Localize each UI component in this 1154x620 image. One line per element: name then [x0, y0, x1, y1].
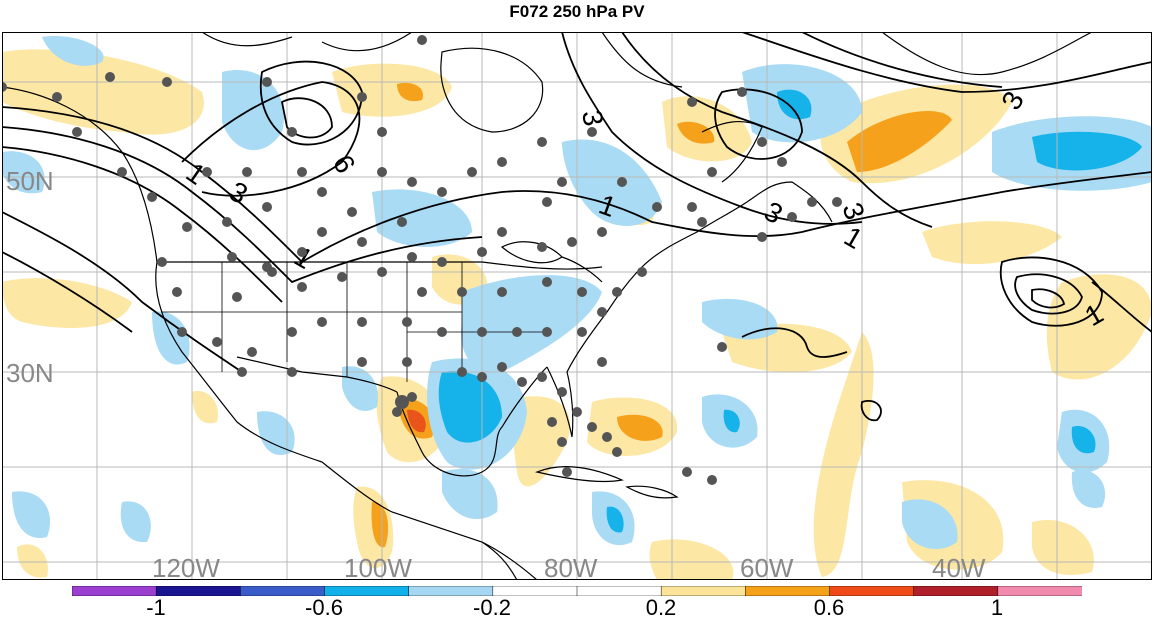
colorbar-segment — [155, 586, 242, 596]
great-lakes — [500, 241, 603, 283]
gulf-of-mexico-coast — [396, 366, 548, 477]
neg-anomaly-region — [372, 189, 472, 247]
pv-map: 1 1 1 1 1 3 3 3 3 3 6 — [2, 32, 1152, 580]
neg-anomaly-region — [152, 311, 190, 365]
lon-label: 60W — [740, 553, 794, 580]
hudson-bay — [440, 47, 544, 133]
colorbar-segment — [913, 586, 999, 596]
pos-anomaly-region — [407, 409, 426, 433]
neg-anomaly-region — [1032, 131, 1142, 171]
pv-contour — [259, 60, 363, 146]
pv-contour — [999, 256, 1103, 327]
pv-contour — [621, 32, 933, 228]
colorbar-tick-label: 0.2 — [645, 595, 677, 620]
pv-contour — [1031, 288, 1066, 309]
pv-contour — [2, 251, 133, 333]
pos-anomaly-region — [847, 111, 952, 172]
neg-anomaly-region — [702, 298, 778, 340]
contour-label: 3 — [759, 195, 788, 230]
neg-anomaly-region — [1071, 470, 1106, 508]
colorbar-segment — [997, 586, 1082, 596]
neg-anomaly-region — [606, 506, 624, 533]
neg-anomaly-region — [222, 70, 284, 151]
neg-anomaly-region — [1071, 426, 1096, 454]
pv-contour — [714, 88, 803, 160]
pv-contour — [2, 126, 483, 284]
lon-label: 40W — [932, 553, 986, 580]
pos-anomaly-region — [649, 539, 734, 580]
pv-contour — [741, 327, 848, 358]
pos-anomaly-region — [513, 396, 570, 487]
north-america-west-coast — [2, 86, 538, 580]
us-canada-border — [157, 261, 603, 270]
colorbar-segment — [72, 586, 157, 596]
pv-contours — [2, 32, 1152, 422]
pos-anomaly-region — [922, 221, 1062, 265]
neg-anomaly-region — [438, 371, 502, 443]
neg-anomaly-region — [120, 501, 151, 543]
colorbar — [72, 586, 1082, 596]
contour-label: 3 — [576, 108, 609, 129]
neg-anomaly-region — [461, 275, 602, 373]
hispaniola — [625, 485, 679, 499]
pos-anomaly-region — [17, 544, 48, 578]
pv-contour — [860, 400, 882, 422]
lon-label: 80W — [544, 553, 598, 580]
lat-label: 30N — [6, 358, 54, 388]
neg-anomaly-region — [442, 468, 498, 520]
colorbar-labels: -1 -0.6 -0.2 0.2 0.6 1 — [0, 596, 1154, 619]
pv-contour — [741, 32, 1152, 93]
pv-contour — [801, 32, 1003, 88]
neg-anomaly-region — [723, 409, 740, 433]
lat-label: 50N — [6, 166, 54, 196]
contour-label: 1 — [839, 220, 868, 255]
pv-contour — [561, 32, 863, 225]
neg-anomaly-region — [42, 36, 104, 66]
neg-anomaly-region — [777, 89, 812, 120]
contour-label: 1 — [289, 240, 318, 275]
pos-anomaly-region — [813, 332, 874, 577]
pos-anomaly-region — [2, 49, 204, 135]
pos-anomaly-region — [192, 391, 218, 424]
pos-anomaly-region — [1032, 520, 1094, 575]
neg-anomaly-region — [902, 499, 958, 550]
neg-anomaly-region — [562, 139, 662, 226]
pos-anomaly-region — [371, 501, 389, 548]
map-title: F072 250 hPa PV — [509, 2, 645, 21]
pv-contour — [2, 211, 243, 373]
arctic-islands — [201, 32, 1093, 88]
pos-anomaly-region — [677, 121, 715, 144]
pv-contour — [181, 81, 361, 197]
colorbar-tick-label: 1 — [990, 595, 1004, 620]
neg-anomaly-region — [12, 491, 51, 538]
axis-labels: 50N 30N 120W 100W 80W 60W 40W — [6, 166, 986, 580]
pos-anomaly-region — [332, 63, 452, 117]
colorbar-tick-label: -0.2 — [473, 595, 511, 620]
pv-contour — [1014, 273, 1083, 315]
lon-label: 120W — [152, 553, 220, 580]
central-america — [481, 541, 518, 580]
colorbar-tick-label: 0.6 — [813, 595, 845, 620]
pos-anomaly-region — [1046, 274, 1152, 380]
contour-label: 6 — [327, 150, 362, 179]
pos-anomaly-region — [2, 278, 132, 328]
cuba — [534, 466, 625, 483]
neg-anomaly-region — [257, 411, 295, 456]
station-markers — [2, 35, 842, 485]
pv-contour — [1091, 281, 1152, 333]
lon-label: 100W — [344, 553, 412, 580]
map-frame — [2, 32, 1152, 580]
pos-anomaly-region — [397, 82, 423, 102]
neg-anomaly-region — [2, 151, 45, 194]
pv-anomaly-fills — [2, 36, 1152, 580]
colorbar-tick-label: -0.6 — [305, 595, 343, 620]
pv-contour — [2, 146, 283, 303]
pos-anomaly-region — [617, 414, 663, 441]
colorbar-tick-label: -1 — [146, 595, 166, 620]
